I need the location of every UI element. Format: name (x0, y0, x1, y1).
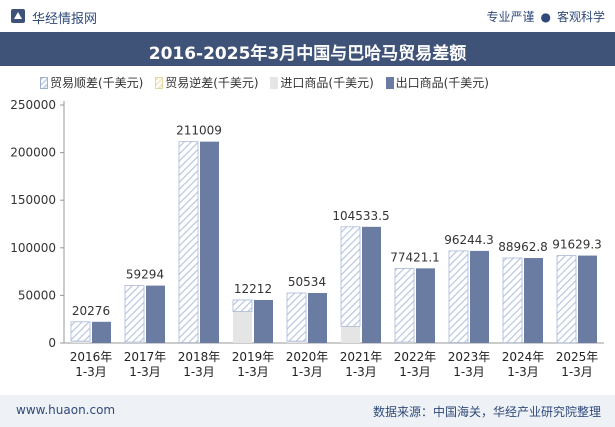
y-tick-label: 150000 (10, 193, 56, 207)
x-tick-label: 1-3月 (75, 365, 107, 379)
surplus-data-label: 50534 (288, 275, 326, 289)
surplus-bar (70, 321, 91, 342)
x-tick-label: 2021年 (340, 350, 383, 364)
x-tick-label: 2016年 (70, 350, 113, 364)
legend-label-deficit: 贸易逆差(千美元) (165, 76, 259, 90)
surplus-data-label: 88962.8 (498, 240, 548, 254)
legend-swatch-import (270, 77, 279, 89)
surplus-data-label: 96244.3 (444, 233, 494, 247)
x-tick-label: 1-3月 (507, 365, 539, 379)
surplus-bar (232, 299, 253, 312)
chart-canvas: 0 50000 100000 150000 200000 250000 20276 2016… (10, 98, 604, 379)
data-source: 数据来源：中国海关，华经产业研究院整理 (372, 405, 601, 419)
y-tick-label: 50000 (18, 288, 56, 302)
export-bar (578, 255, 597, 343)
surplus-bar (286, 292, 307, 342)
slogan: 专业严谨 ● 客观科学 (486, 8, 605, 25)
surplus-data-label: 12212 (234, 282, 272, 296)
brand-name: 华经情报网 (32, 12, 98, 27)
surplus-bar (124, 285, 145, 343)
y-tick-label: 200000 (10, 146, 56, 160)
legend-label-export: 出口商品(千美元) (395, 76, 489, 90)
x-tick-label: 2017年 (124, 350, 167, 364)
x-tick-label: 2019年 (232, 350, 275, 364)
surplus-bar (394, 267, 415, 343)
export-bar (146, 285, 165, 343)
x-tick-label: 1-3月 (129, 365, 161, 379)
x-tick-label: 1-3月 (399, 365, 431, 379)
x-tick-label: 1-3月 (561, 365, 593, 379)
x-tick-label: 1-3月 (345, 365, 377, 379)
slogan-dot: ● (540, 10, 551, 24)
legend-item-deficit: 贸易逆差(千美元) (155, 74, 259, 91)
surplus-bar (448, 250, 469, 343)
surplus-data-label: 77421.1 (390, 250, 440, 264)
export-bar (308, 292, 327, 343)
export-bar (200, 141, 219, 343)
surplus-data-label: 20276 (72, 304, 110, 318)
export-bar (416, 268, 435, 343)
chart-title: 2016-2025年3月中国与巴哈马贸易差额 (148, 44, 467, 64)
legend-label-import: 进口商品(千美元) (280, 76, 374, 90)
import-bar (395, 342, 414, 343)
legend-label-surplus: 贸易顺差(千美元) (50, 76, 144, 90)
slogan-right: 客观科学 (556, 10, 605, 24)
x-tick-label: 1-3月 (183, 365, 215, 379)
export-bar (524, 258, 543, 343)
export-bar (92, 321, 111, 343)
y-tick-label: 0 (48, 336, 56, 350)
y-tick-label: 100000 (10, 241, 56, 255)
surplus-data-label: 91629.3 (552, 238, 602, 252)
footer-bar: www.huaon.com 数据来源：中国海关，华经产业研究院整理 (0, 395, 615, 427)
chart-legend: 贸易顺差(千美元) 贸易逆差(千美元) 进口商品(千美元) 出口商品(千美元) (40, 74, 497, 94)
export-bar (362, 226, 381, 343)
surplus-bar (502, 257, 523, 344)
legend-swatch-export (385, 77, 394, 89)
chart-bars (70, 141, 597, 344)
y-tick-label: 250000 (10, 98, 56, 112)
surplus-data-label: 211009 (176, 124, 222, 138)
x-tick-label: 2024年 (502, 350, 545, 364)
x-tick-label: 1-3月 (453, 365, 485, 379)
top-bar: 华经情报网 专业严谨 ● 客观科学 (0, 0, 615, 32)
export-bar (254, 299, 273, 343)
surplus-bar (340, 226, 361, 327)
site-url: www.huaon.com (16, 403, 116, 417)
import-bar (125, 342, 144, 343)
x-tick-label: 2023年 (448, 350, 491, 364)
legend-item-export: 出口商品(千美元) (385, 74, 489, 91)
chart-labels: 202762016年1-3月592942017年1-3月2110092018年1… (70, 124, 602, 379)
x-tick-label: 2020年 (286, 350, 329, 364)
title-bar: 2016-2025年3月中国与巴哈马贸易差额 (0, 32, 615, 66)
slogan-left: 专业严谨 (486, 10, 535, 24)
import-bar (287, 341, 306, 343)
legend-swatch-deficit (155, 77, 164, 89)
legend-item-import: 进口商品(千美元) (270, 74, 374, 91)
import-bar (71, 341, 90, 343)
surplus-data-label: 104533.5 (332, 209, 389, 223)
x-tick-label: 2025年 (556, 350, 599, 364)
export-bar (470, 250, 489, 343)
import-bar (233, 311, 252, 343)
surplus-bar (556, 255, 577, 344)
x-tick-label: 1-3月 (291, 365, 323, 379)
x-tick-label: 1-3月 (237, 365, 269, 379)
import-bar (341, 326, 360, 343)
surplus-data-label: 59294 (126, 268, 164, 282)
x-tick-label: 2018年 (178, 350, 221, 364)
legend-swatch-surplus (40, 77, 48, 89)
surplus-bar (178, 141, 199, 343)
huajing-logo-icon (11, 9, 25, 23)
legend-item-surplus: 贸易顺差(千美元) (40, 74, 143, 91)
x-tick-label: 2022年 (394, 350, 437, 364)
